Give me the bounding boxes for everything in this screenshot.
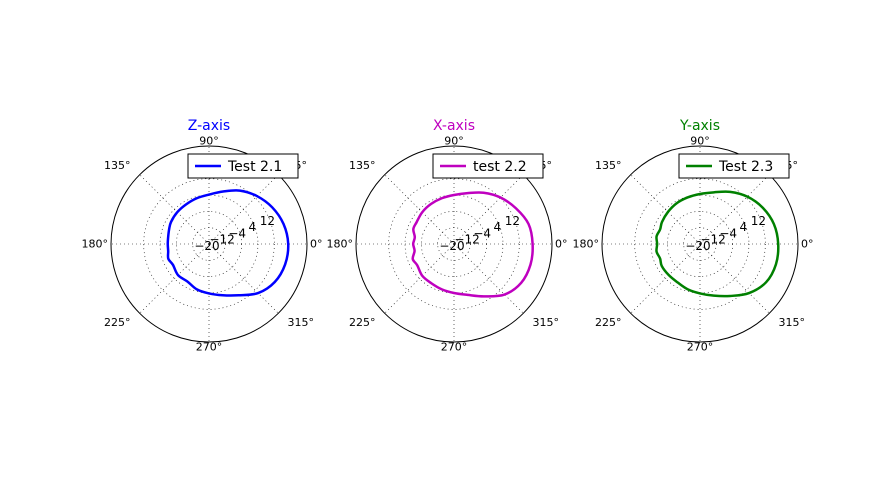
chart-1-series-1-line	[166, 189, 290, 297]
chart-2-rgrid-12	[388, 178, 520, 310]
chart-1-rgrid--4	[176, 211, 242, 277]
chart-2-theta-label-315: 315°	[532, 316, 559, 329]
chart-3-theta-label-225: 225°	[595, 316, 622, 329]
chart-3: 0°45°90°135°180°225°270°315°−20−12−4412Y…	[573, 118, 814, 354]
chart-2-theta-label-135: 135°	[349, 159, 376, 172]
chart-3-r-label-2: −4	[719, 226, 737, 240]
chart-1-theta-label-180: 180°	[82, 238, 109, 251]
chart-1-title: Z-axis	[188, 118, 230, 134]
chart-2: 0°45°90°135°180°225°270°315°−20−12−4412X…	[327, 118, 568, 354]
chart-2-r-label-2: −4	[473, 226, 491, 240]
chart-3-title: Y-axis	[679, 118, 720, 134]
chart-1-rgrid-12	[143, 178, 275, 310]
chart-1-theta-label-135: 135°	[104, 159, 131, 172]
chart-1-theta-label-225: 225°	[104, 316, 131, 329]
chart-1-theta-label-0: 0°	[310, 238, 323, 251]
chart-2-r-label-3: 4	[493, 220, 501, 234]
chart-1-r-label-4: 12	[260, 214, 275, 228]
chart-2-r-label-4: 12	[505, 214, 520, 228]
chart-2-title: X-axis	[433, 118, 475, 134]
chart-1-theta-label-270: 270°	[196, 341, 223, 354]
chart-1-theta-label-315: 315°	[287, 316, 314, 329]
chart-1: 0°45°90°135°180°225°270°315°−20−12−4412Z…	[82, 118, 323, 354]
chart-2-series-1-line	[411, 191, 534, 298]
chart-3-series-1-line	[655, 190, 780, 298]
chart-2-legend-label: test 2.2	[473, 159, 527, 175]
chart-3-theta-label-90: 90°	[690, 135, 710, 148]
chart-3-legend-label: Test 2.3	[718, 159, 773, 175]
chart-1-spoke-225	[139, 243, 210, 314]
chart-2-r-label-0: −20	[439, 239, 464, 253]
chart-3-spoke-225	[630, 243, 701, 314]
chart-3-theta-label-315: 315°	[778, 316, 805, 329]
chart-1-frame	[110, 145, 308, 343]
chart-2-theta-label-180: 180°	[327, 238, 354, 251]
chart-2-r-label-1: −12	[454, 233, 479, 247]
chart-3-theta-label-180: 180°	[573, 238, 600, 251]
chart-3-r-label-4: 12	[751, 214, 766, 228]
chart-1-r-label-2: −4	[228, 226, 246, 240]
chart-2-frame	[355, 145, 553, 343]
chart-1-theta-label-90: 90°	[199, 135, 219, 148]
chart-2-spoke-225	[384, 243, 455, 314]
chart-1-r-label-0: −20	[194, 239, 219, 253]
chart-3-theta-label-270: 270°	[687, 341, 714, 354]
chart-3-frame	[601, 145, 799, 343]
chart-3-r-label-3: 4	[739, 220, 747, 234]
chart-1-r-label-1: −12	[209, 233, 234, 247]
chart-1-legend-label: Test 2.1	[227, 159, 282, 175]
chart-1-rgrid--12	[192, 227, 226, 261]
chart-1-r-label-3: 4	[248, 220, 256, 234]
chart-2-spoke-135	[384, 174, 455, 245]
chart-2-theta-label-270: 270°	[441, 341, 468, 354]
chart-3-rgrid--4	[667, 211, 733, 277]
chart-3-r-label-0: −20	[685, 239, 710, 253]
chart-2-rgrid--4	[421, 211, 487, 277]
chart-3-rgrid--12	[683, 227, 717, 261]
chart-3-r-label-1: −12	[700, 233, 725, 247]
chart-2-theta-label-90: 90°	[444, 135, 464, 148]
chart-3-theta-label-0: 0°	[801, 238, 814, 251]
chart-2-rgrid--12	[437, 227, 471, 261]
chart-2-theta-label-0: 0°	[555, 238, 568, 251]
chart-3-rgrid-12	[634, 178, 766, 310]
chart-2-theta-label-225: 225°	[349, 316, 376, 329]
chart-3-theta-label-135: 135°	[595, 159, 622, 172]
